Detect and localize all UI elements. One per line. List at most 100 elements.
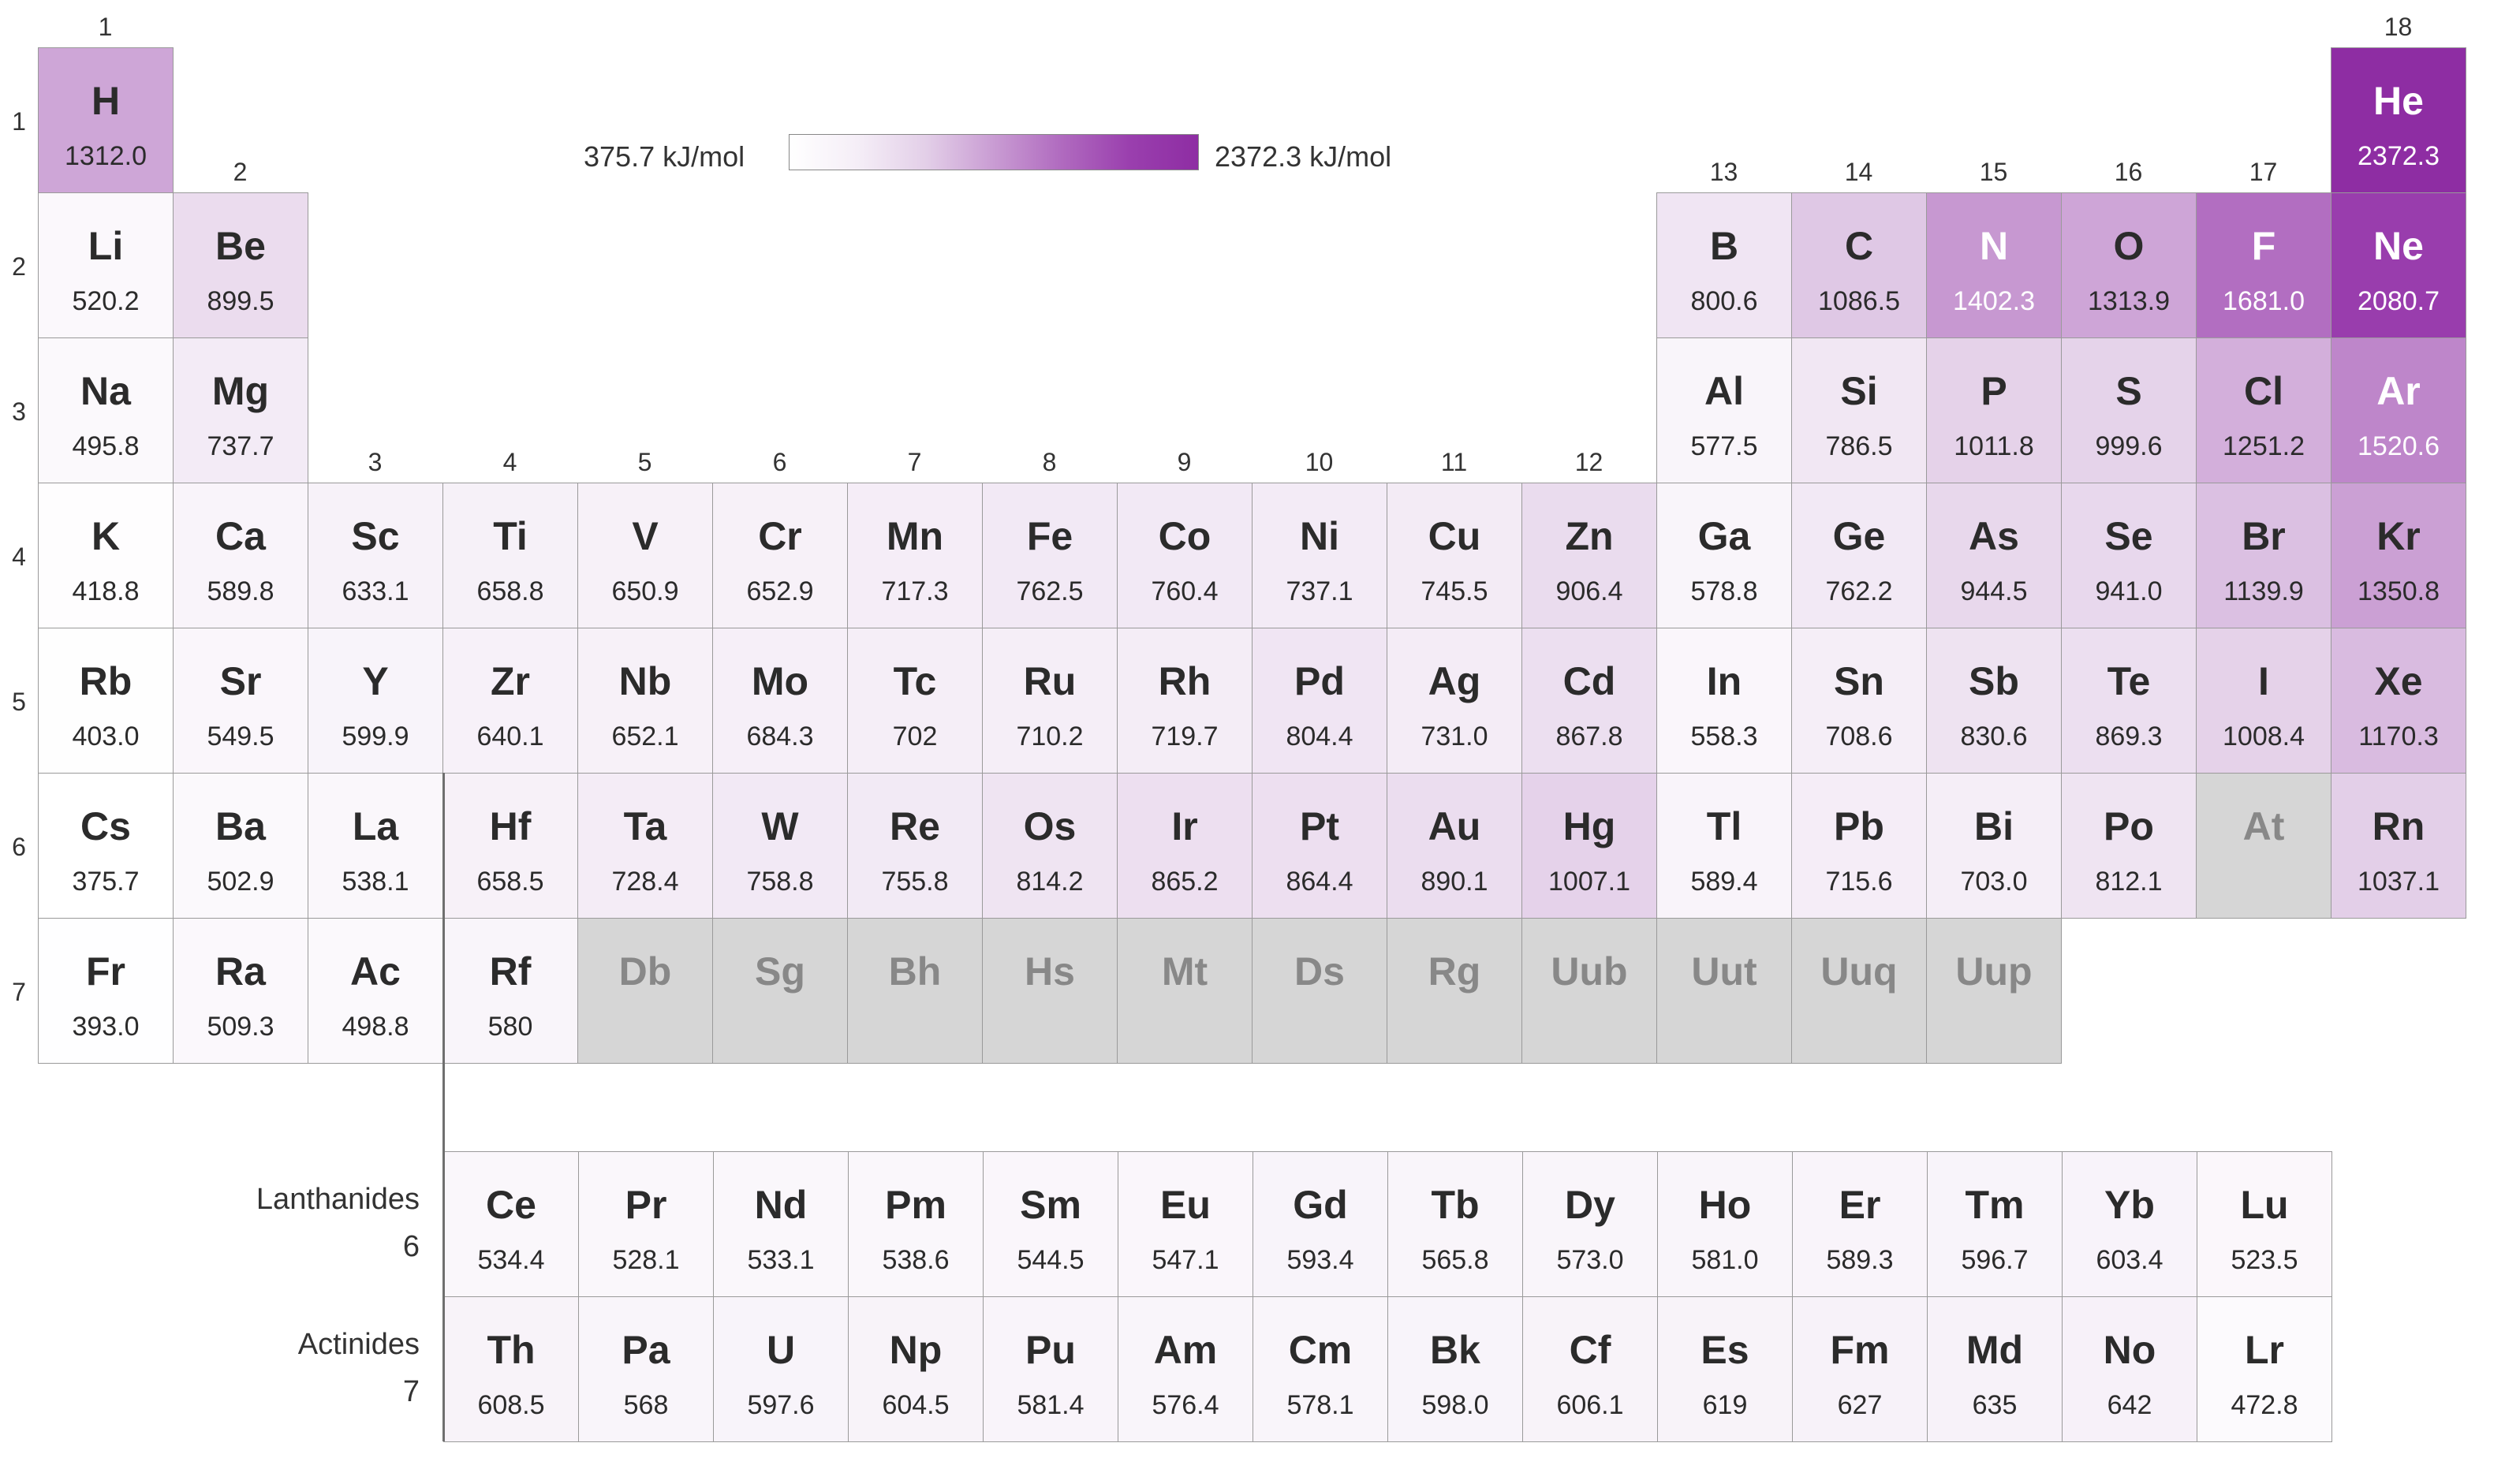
- element-value: 2372.3: [2331, 143, 2466, 170]
- period-label-3: 3: [3, 397, 35, 427]
- element-symbol: Pt: [1253, 774, 1387, 846]
- element-ac: Ac 498.8: [308, 918, 443, 1064]
- element-value: 737.7: [174, 433, 308, 460]
- element-value: 944.5: [1927, 578, 2061, 605]
- element-te: Te869.3: [2061, 628, 2197, 774]
- element-u: U597.6: [713, 1296, 849, 1442]
- element-la: La538.1: [308, 773, 443, 919]
- element-value: 578.8: [1657, 578, 1791, 605]
- element-hs: Hs: [982, 918, 1118, 1064]
- element-symbol: Bi: [1927, 774, 2061, 846]
- element-at: At: [2196, 773, 2331, 919]
- f-block-connector: [442, 773, 445, 1441]
- element-value: 1312.0: [39, 143, 173, 170]
- element-value: 703.0: [1927, 868, 2061, 895]
- element-value: 472.8: [2197, 1392, 2331, 1419]
- element-symbol: Ac: [308, 919, 442, 991]
- element-value: 1037.1: [2331, 868, 2466, 895]
- element-symbol: O: [2062, 193, 2196, 266]
- element-symbol: Pr: [579, 1152, 713, 1225]
- element-value: 710.2: [983, 723, 1117, 750]
- element-value: 1402.3: [1927, 288, 2061, 315]
- element-ti: Ti658.8: [442, 483, 578, 628]
- element-symbol: Ga: [1657, 483, 1791, 556]
- element-symbol: Ru: [983, 628, 1117, 701]
- element-eu: Eu547.1: [1118, 1151, 1253, 1297]
- element-symbol: S: [2062, 338, 2196, 411]
- element-symbol: Uub: [1522, 919, 1656, 991]
- element-symbol: Cf: [1523, 1297, 1657, 1370]
- element-pd: Pd804.4: [1252, 628, 1387, 774]
- element-symbol: Hs: [983, 919, 1117, 991]
- element-symbol: Pm: [849, 1152, 983, 1225]
- element-value: 523.5: [2197, 1247, 2331, 1273]
- element-symbol: Ta: [578, 774, 712, 846]
- element-al: Al577.5: [1656, 337, 1792, 483]
- element-po: Po812.1: [2061, 773, 2197, 919]
- element-symbol: Lu: [2197, 1152, 2331, 1225]
- element-symbol: Ar: [2331, 338, 2466, 411]
- group-label-2: 2: [173, 158, 308, 187]
- element-symbol: Ni: [1253, 483, 1387, 556]
- element-symbol: Na: [39, 338, 173, 411]
- element-symbol: Cu: [1387, 483, 1521, 556]
- period-label-7: 7: [3, 978, 35, 1007]
- element-tl: Tl589.4: [1656, 773, 1792, 919]
- element-ra: Ra509.3: [173, 918, 308, 1064]
- element-uuq: Uuq: [1791, 918, 1927, 1064]
- element-ar: Ar1520.6: [2331, 337, 2466, 483]
- element-symbol: Rf: [443, 919, 577, 991]
- element-symbol: H: [39, 48, 173, 121]
- element-symbol: No: [2063, 1297, 2197, 1370]
- element-symbol: Cl: [2197, 338, 2331, 411]
- element-symbol: Yb: [2063, 1152, 2197, 1225]
- element-value: 375.7: [39, 868, 173, 895]
- element-value: 576.4: [1118, 1392, 1253, 1419]
- element-rb: Rb403.0: [38, 628, 174, 774]
- element-symbol: C: [1792, 193, 1926, 266]
- element-value: 640.1: [443, 723, 577, 750]
- element-ni: Ni737.1: [1252, 483, 1387, 628]
- element-symbol: Tm: [1928, 1152, 2062, 1225]
- element-symbol: Te: [2062, 628, 2196, 701]
- group-label-7: 7: [847, 448, 982, 477]
- element-value: 596.7: [1928, 1247, 2062, 1273]
- element-symbol: Fm: [1793, 1297, 1927, 1370]
- element-value: 760.4: [1118, 578, 1252, 605]
- element-pm: Pm538.6: [848, 1151, 984, 1297]
- element-symbol: Dy: [1523, 1152, 1657, 1225]
- element-as: As944.5: [1926, 483, 2062, 628]
- element-value: 608.5: [444, 1392, 578, 1419]
- element-value: 581.4: [984, 1392, 1118, 1419]
- element-symbol: La: [308, 774, 442, 846]
- element-ag: Ag731.0: [1387, 628, 1522, 774]
- element-symbol: I: [2197, 628, 2331, 701]
- element-value: 1008.4: [2197, 723, 2331, 750]
- element-xe: Xe1170.3: [2331, 628, 2466, 774]
- element-value: 418.8: [39, 578, 173, 605]
- element-symbol: Sc: [308, 483, 442, 556]
- element-zr: Zr640.1: [442, 628, 578, 774]
- element-symbol: Hf: [443, 774, 577, 846]
- element-symbol: Sm: [984, 1152, 1118, 1225]
- element-dy: Dy573.0: [1522, 1151, 1658, 1297]
- element-symbol: Th: [444, 1297, 578, 1370]
- element-np: Np604.5: [848, 1296, 984, 1442]
- element-nd: Nd533.1: [713, 1151, 849, 1297]
- element-symbol: Uup: [1927, 919, 2061, 991]
- element-value: 830.6: [1927, 723, 2061, 750]
- element-symbol: Uuq: [1792, 919, 1926, 991]
- element-co: Co760.4: [1117, 483, 1253, 628]
- element-mg: Mg737.7: [173, 337, 308, 483]
- element-se: Se941.0: [2061, 483, 2197, 628]
- element-sr: Sr549.5: [173, 628, 308, 774]
- element-symbol: Al: [1657, 338, 1791, 411]
- group-label-15: 15: [1926, 158, 2061, 187]
- element-value: 599.9: [308, 723, 442, 750]
- element-value: 498.8: [308, 1013, 442, 1040]
- element-symbol: Md: [1928, 1297, 2062, 1370]
- element-cu: Cu745.5: [1387, 483, 1522, 628]
- element-br: Br1139.9: [2196, 483, 2331, 628]
- element-value: 598.0: [1388, 1392, 1522, 1419]
- element-symbol: Tb: [1388, 1152, 1522, 1225]
